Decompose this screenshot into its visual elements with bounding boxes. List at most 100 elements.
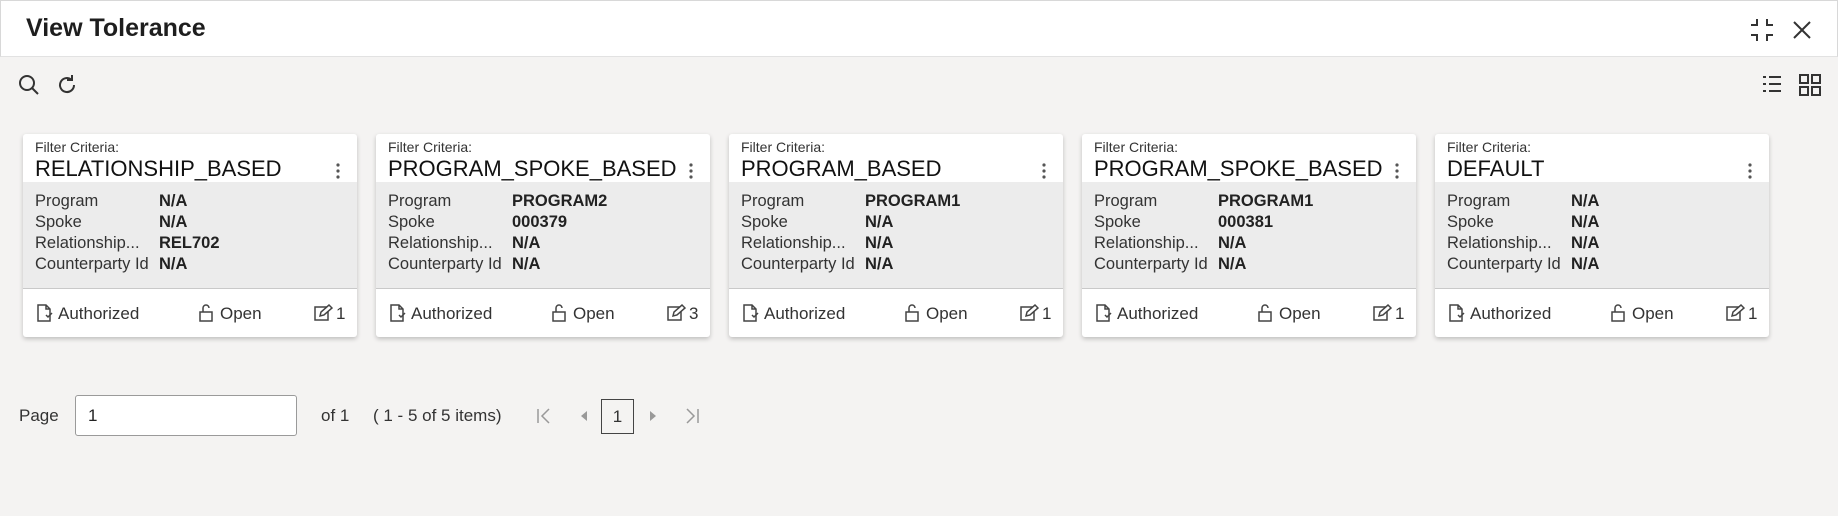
edit-icon xyxy=(313,303,334,328)
card-title: RELATIONSHIP_BASED xyxy=(35,156,282,181)
field-value: N/A xyxy=(1571,234,1600,252)
field-label: Counterparty Id xyxy=(35,255,149,273)
lock-status: Open xyxy=(1632,304,1674,323)
previous-page-button[interactable] xyxy=(577,409,591,423)
field-value: N/A xyxy=(1571,255,1600,273)
card-title: DEFAULT xyxy=(1447,156,1545,181)
next-page-button[interactable] xyxy=(646,409,660,423)
field-label: Program xyxy=(388,192,452,210)
field-label: Relationship... xyxy=(741,234,846,252)
card-details: Program N/A Spoke N/A Relationship... N/A Coun… xyxy=(1435,182,1769,289)
card-title: PROGRAM_BASED xyxy=(741,156,942,181)
more-menu[interactable] xyxy=(681,161,701,186)
card[interactable]: Filter Criteria: DEFAULT Program N/A Spoke N/… xyxy=(1435,134,1769,337)
field-label: Spoke xyxy=(388,213,435,231)
field-label: Spoke xyxy=(35,213,82,231)
card-details: Program N/A Spoke N/A Relationship... REL702 C… xyxy=(23,182,357,289)
card-title: PROGRAM_SPOKE_BASED xyxy=(1094,156,1383,181)
card[interactable]: Filter Criteria: PROGRAM_SPOKE_BASED Progr… xyxy=(1082,134,1416,337)
minimize-button[interactable] xyxy=(1749,17,1775,43)
page-label: Page xyxy=(19,406,59,425)
field-value: N/A xyxy=(1218,255,1247,273)
field-label: Spoke xyxy=(741,213,788,231)
edit-icon xyxy=(666,303,687,328)
status: Authorized xyxy=(411,304,493,323)
field-value: N/A xyxy=(159,255,188,273)
current-page[interactable]: 1 xyxy=(601,399,634,434)
field-value: N/A xyxy=(865,234,894,252)
list-view-button[interactable] xyxy=(1760,73,1784,97)
page-count: of 1 xyxy=(321,406,350,425)
status-icon xyxy=(1093,303,1113,328)
card-title: PROGRAM_SPOKE_BASED xyxy=(388,156,677,181)
modification-count: 1 xyxy=(336,304,346,323)
filter-label: Filter Criteria: xyxy=(1447,139,1532,155)
modification-count: 1 xyxy=(1748,304,1758,323)
field-label: Relationship... xyxy=(1094,234,1199,252)
field-value: 000379 xyxy=(512,213,568,231)
status-icon xyxy=(1446,303,1466,328)
first-page-button[interactable] xyxy=(535,407,553,425)
lock-status: Open xyxy=(573,304,615,323)
field-label: Program xyxy=(1094,192,1158,210)
page-input[interactable]: 1 xyxy=(75,395,297,436)
field-value: N/A xyxy=(1218,234,1247,252)
status: Authorized xyxy=(1117,304,1199,323)
refresh-button[interactable] xyxy=(55,73,79,97)
last-page-button[interactable] xyxy=(683,407,701,425)
lock-icon xyxy=(1255,303,1275,328)
field-value: PROGRAM1 xyxy=(865,192,961,210)
status-icon xyxy=(34,303,54,328)
more-menu[interactable] xyxy=(1387,161,1407,186)
field-label: Spoke xyxy=(1447,213,1494,231)
more-menu[interactable] xyxy=(1034,161,1054,186)
field-label: Relationship... xyxy=(35,234,140,252)
status: Authorized xyxy=(1470,304,1552,323)
field-label: Counterparty Id xyxy=(1447,255,1561,273)
field-value: N/A xyxy=(865,213,894,231)
modification-count: 3 xyxy=(689,304,699,323)
lock-icon xyxy=(196,303,216,328)
edit-icon xyxy=(1372,303,1393,328)
card-details: Program PROGRAM1 Spoke N/A Relationship... N/… xyxy=(729,182,1063,289)
modification-count: 1 xyxy=(1042,304,1052,323)
card[interactable]: Filter Criteria: RELATIONSHIP_BASED Progra… xyxy=(23,134,357,337)
field-value: PROGRAM2 xyxy=(512,192,608,210)
title: View Tolerance xyxy=(26,14,206,42)
close-button[interactable] xyxy=(1791,19,1813,41)
field-value: N/A xyxy=(512,234,541,252)
field-label: Program xyxy=(741,192,805,210)
search-button[interactable] xyxy=(17,73,41,97)
field-label: Spoke xyxy=(1094,213,1141,231)
grid-view-button[interactable] xyxy=(1798,73,1822,97)
items-count: ( 1 - 5 of 5 items) xyxy=(373,406,502,425)
more-menu[interactable] xyxy=(328,161,348,186)
card[interactable]: Filter Criteria: PROGRAM_SPOKE_BASED Progr… xyxy=(376,134,710,337)
modification-count: 1 xyxy=(1395,304,1405,323)
status-icon xyxy=(387,303,407,328)
field-value: N/A xyxy=(512,255,541,273)
field-value: N/A xyxy=(865,255,894,273)
edit-icon xyxy=(1019,303,1040,328)
filter-label: Filter Criteria: xyxy=(388,139,473,155)
field-label: Program xyxy=(1447,192,1511,210)
field-value: 000381 xyxy=(1218,213,1274,231)
edit-icon xyxy=(1725,303,1746,328)
status: Authorized xyxy=(58,304,140,323)
lock-icon xyxy=(1608,303,1628,328)
field-value: N/A xyxy=(159,192,188,210)
field-label: Counterparty Id xyxy=(741,255,855,273)
card-details: Program PROGRAM2 Spoke 000379 Relationship..… xyxy=(376,182,710,289)
more-menu[interactable] xyxy=(1740,161,1760,186)
status-icon xyxy=(740,303,760,328)
field-label: Counterparty Id xyxy=(1094,255,1208,273)
lock-icon xyxy=(902,303,922,328)
field-value: PROGRAM1 xyxy=(1218,192,1314,210)
field-value: N/A xyxy=(1571,213,1600,231)
status: Authorized xyxy=(764,304,846,323)
lock-status: Open xyxy=(1279,304,1321,323)
filter-label: Filter Criteria: xyxy=(35,139,120,155)
lock-icon xyxy=(549,303,569,328)
card[interactable]: Filter Criteria: PROGRAM_BASED Program PROG… xyxy=(729,134,1063,337)
